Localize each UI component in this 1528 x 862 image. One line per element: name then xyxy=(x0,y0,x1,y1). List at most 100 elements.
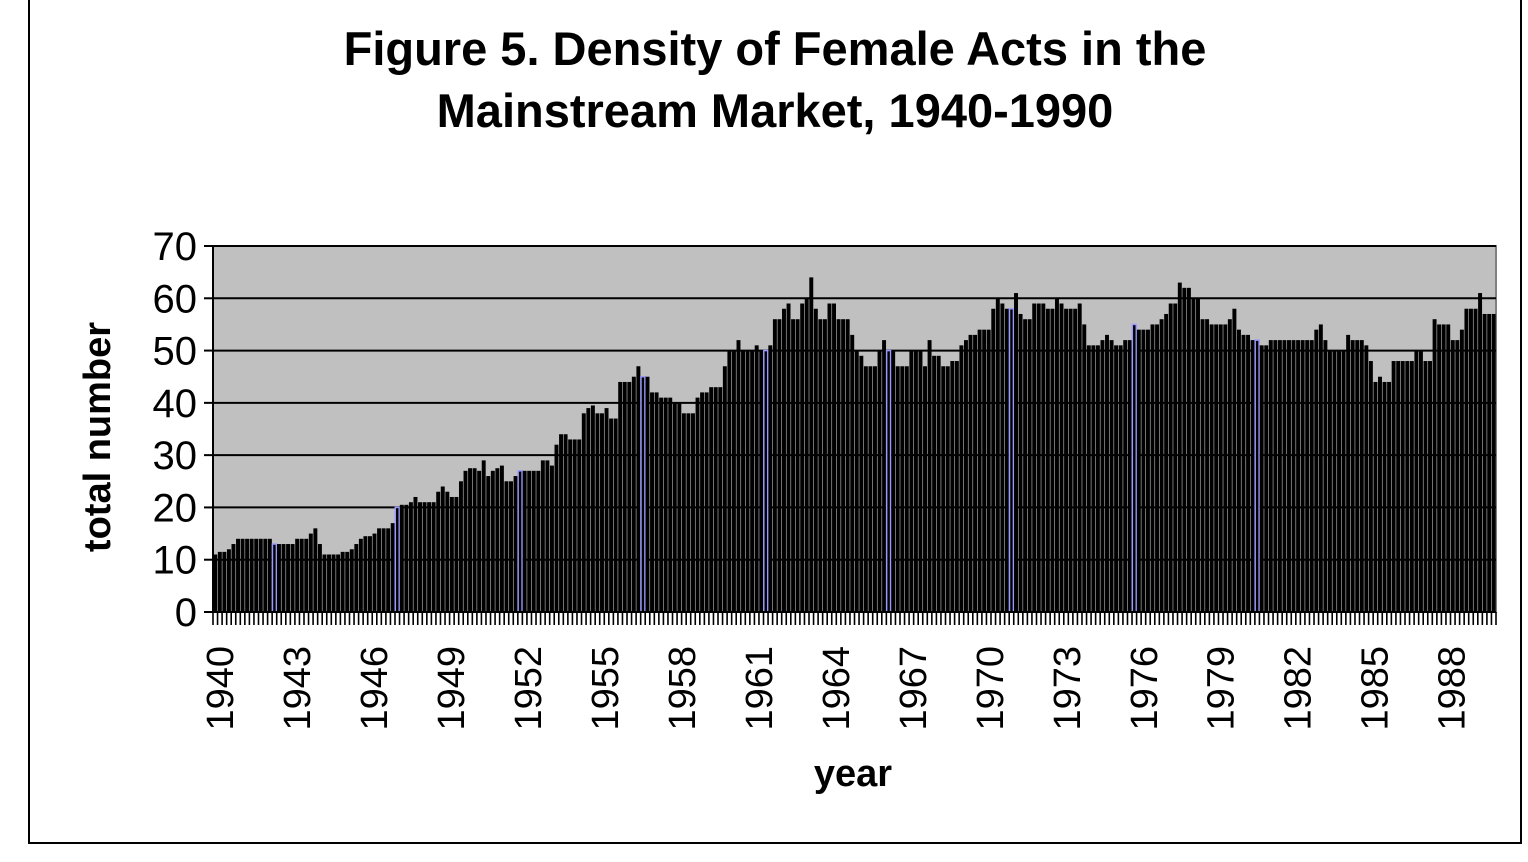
bar xyxy=(954,361,959,612)
bar xyxy=(722,366,727,612)
bar xyxy=(731,350,736,612)
bar xyxy=(631,376,636,612)
bar xyxy=(1168,303,1173,612)
bar xyxy=(1254,339,1260,613)
bar xyxy=(854,350,859,612)
bar xyxy=(973,334,978,612)
bar xyxy=(354,544,359,612)
bar xyxy=(718,387,723,612)
bar xyxy=(1396,361,1401,612)
bar xyxy=(1414,350,1419,612)
bar xyxy=(1332,350,1337,612)
bar xyxy=(1105,334,1109,612)
bar xyxy=(768,345,773,612)
bar xyxy=(517,470,523,613)
bar xyxy=(1441,324,1446,612)
bar xyxy=(304,538,309,612)
bar xyxy=(659,397,664,612)
bar xyxy=(1428,361,1433,612)
bar xyxy=(618,381,623,612)
bar xyxy=(936,355,941,612)
bar xyxy=(590,405,595,612)
bar xyxy=(1131,323,1138,613)
bar xyxy=(1150,324,1155,612)
bar xyxy=(1141,329,1146,612)
bar xyxy=(231,544,236,612)
bar xyxy=(1077,303,1082,612)
bar xyxy=(950,361,955,612)
bar xyxy=(527,470,532,612)
bar xyxy=(745,350,750,612)
bar xyxy=(477,470,482,612)
bar xyxy=(900,366,905,612)
bar xyxy=(299,538,304,612)
bar xyxy=(691,413,695,612)
bar xyxy=(1114,345,1119,612)
bar xyxy=(1291,340,1296,612)
bar xyxy=(1437,324,1442,612)
bar xyxy=(1091,345,1096,612)
bar xyxy=(427,502,432,612)
bar xyxy=(609,418,614,612)
bar xyxy=(1173,303,1178,612)
bar xyxy=(1382,381,1387,612)
bar xyxy=(1364,345,1369,612)
bar xyxy=(1368,361,1373,612)
bar xyxy=(454,496,459,612)
bar xyxy=(1318,324,1323,612)
bar xyxy=(1123,340,1128,612)
bar xyxy=(440,486,445,612)
bar xyxy=(1082,324,1087,612)
bar xyxy=(1264,345,1269,612)
bar xyxy=(422,502,427,612)
bar xyxy=(1073,308,1078,612)
bar xyxy=(1214,324,1219,612)
bar xyxy=(1305,340,1310,612)
bar xyxy=(1196,298,1200,612)
bar xyxy=(604,408,609,612)
bar xyxy=(1246,334,1251,612)
x-tick-label: 1946 xyxy=(354,646,396,731)
bar xyxy=(841,319,846,612)
bar xyxy=(1432,319,1437,612)
bar xyxy=(559,434,564,612)
bar xyxy=(809,277,814,612)
x-tick-label: 1961 xyxy=(739,646,781,731)
bar xyxy=(872,366,877,612)
gridlines xyxy=(213,245,1496,561)
bar xyxy=(271,543,278,613)
bar xyxy=(963,340,968,612)
x-tick-label: 1967 xyxy=(893,646,935,731)
x-tick-label: 1940 xyxy=(200,646,242,731)
bar xyxy=(258,538,263,612)
bar xyxy=(941,366,946,612)
bar xyxy=(563,434,568,612)
bar xyxy=(727,350,732,612)
bar xyxy=(1337,350,1342,612)
bar xyxy=(549,465,554,612)
bar-series xyxy=(213,277,1496,613)
bar xyxy=(1059,303,1064,612)
bar xyxy=(1373,381,1378,612)
bar xyxy=(336,554,341,612)
bar xyxy=(581,413,586,612)
bar xyxy=(1400,361,1405,612)
bar xyxy=(1282,340,1287,612)
bar xyxy=(1277,340,1282,612)
bar xyxy=(1159,319,1164,612)
bar xyxy=(331,554,336,612)
bar xyxy=(495,468,500,612)
bar xyxy=(1232,308,1237,612)
y-tick-label: 20 xyxy=(153,486,198,530)
bar xyxy=(499,465,504,612)
bar xyxy=(568,439,573,612)
bar xyxy=(986,329,991,612)
x-tick-label: 1964 xyxy=(816,646,858,731)
bar xyxy=(885,349,892,613)
bar xyxy=(367,536,372,612)
bar xyxy=(404,504,409,612)
x-tick-labels: 1940 1943 1946 1949 1952 1955 1958 1961 1964 1967… xyxy=(200,646,1474,731)
chart-title-line-2: Mainstream Market, 1940-1990 xyxy=(436,84,1114,137)
bar xyxy=(290,544,295,612)
bar xyxy=(782,308,786,612)
